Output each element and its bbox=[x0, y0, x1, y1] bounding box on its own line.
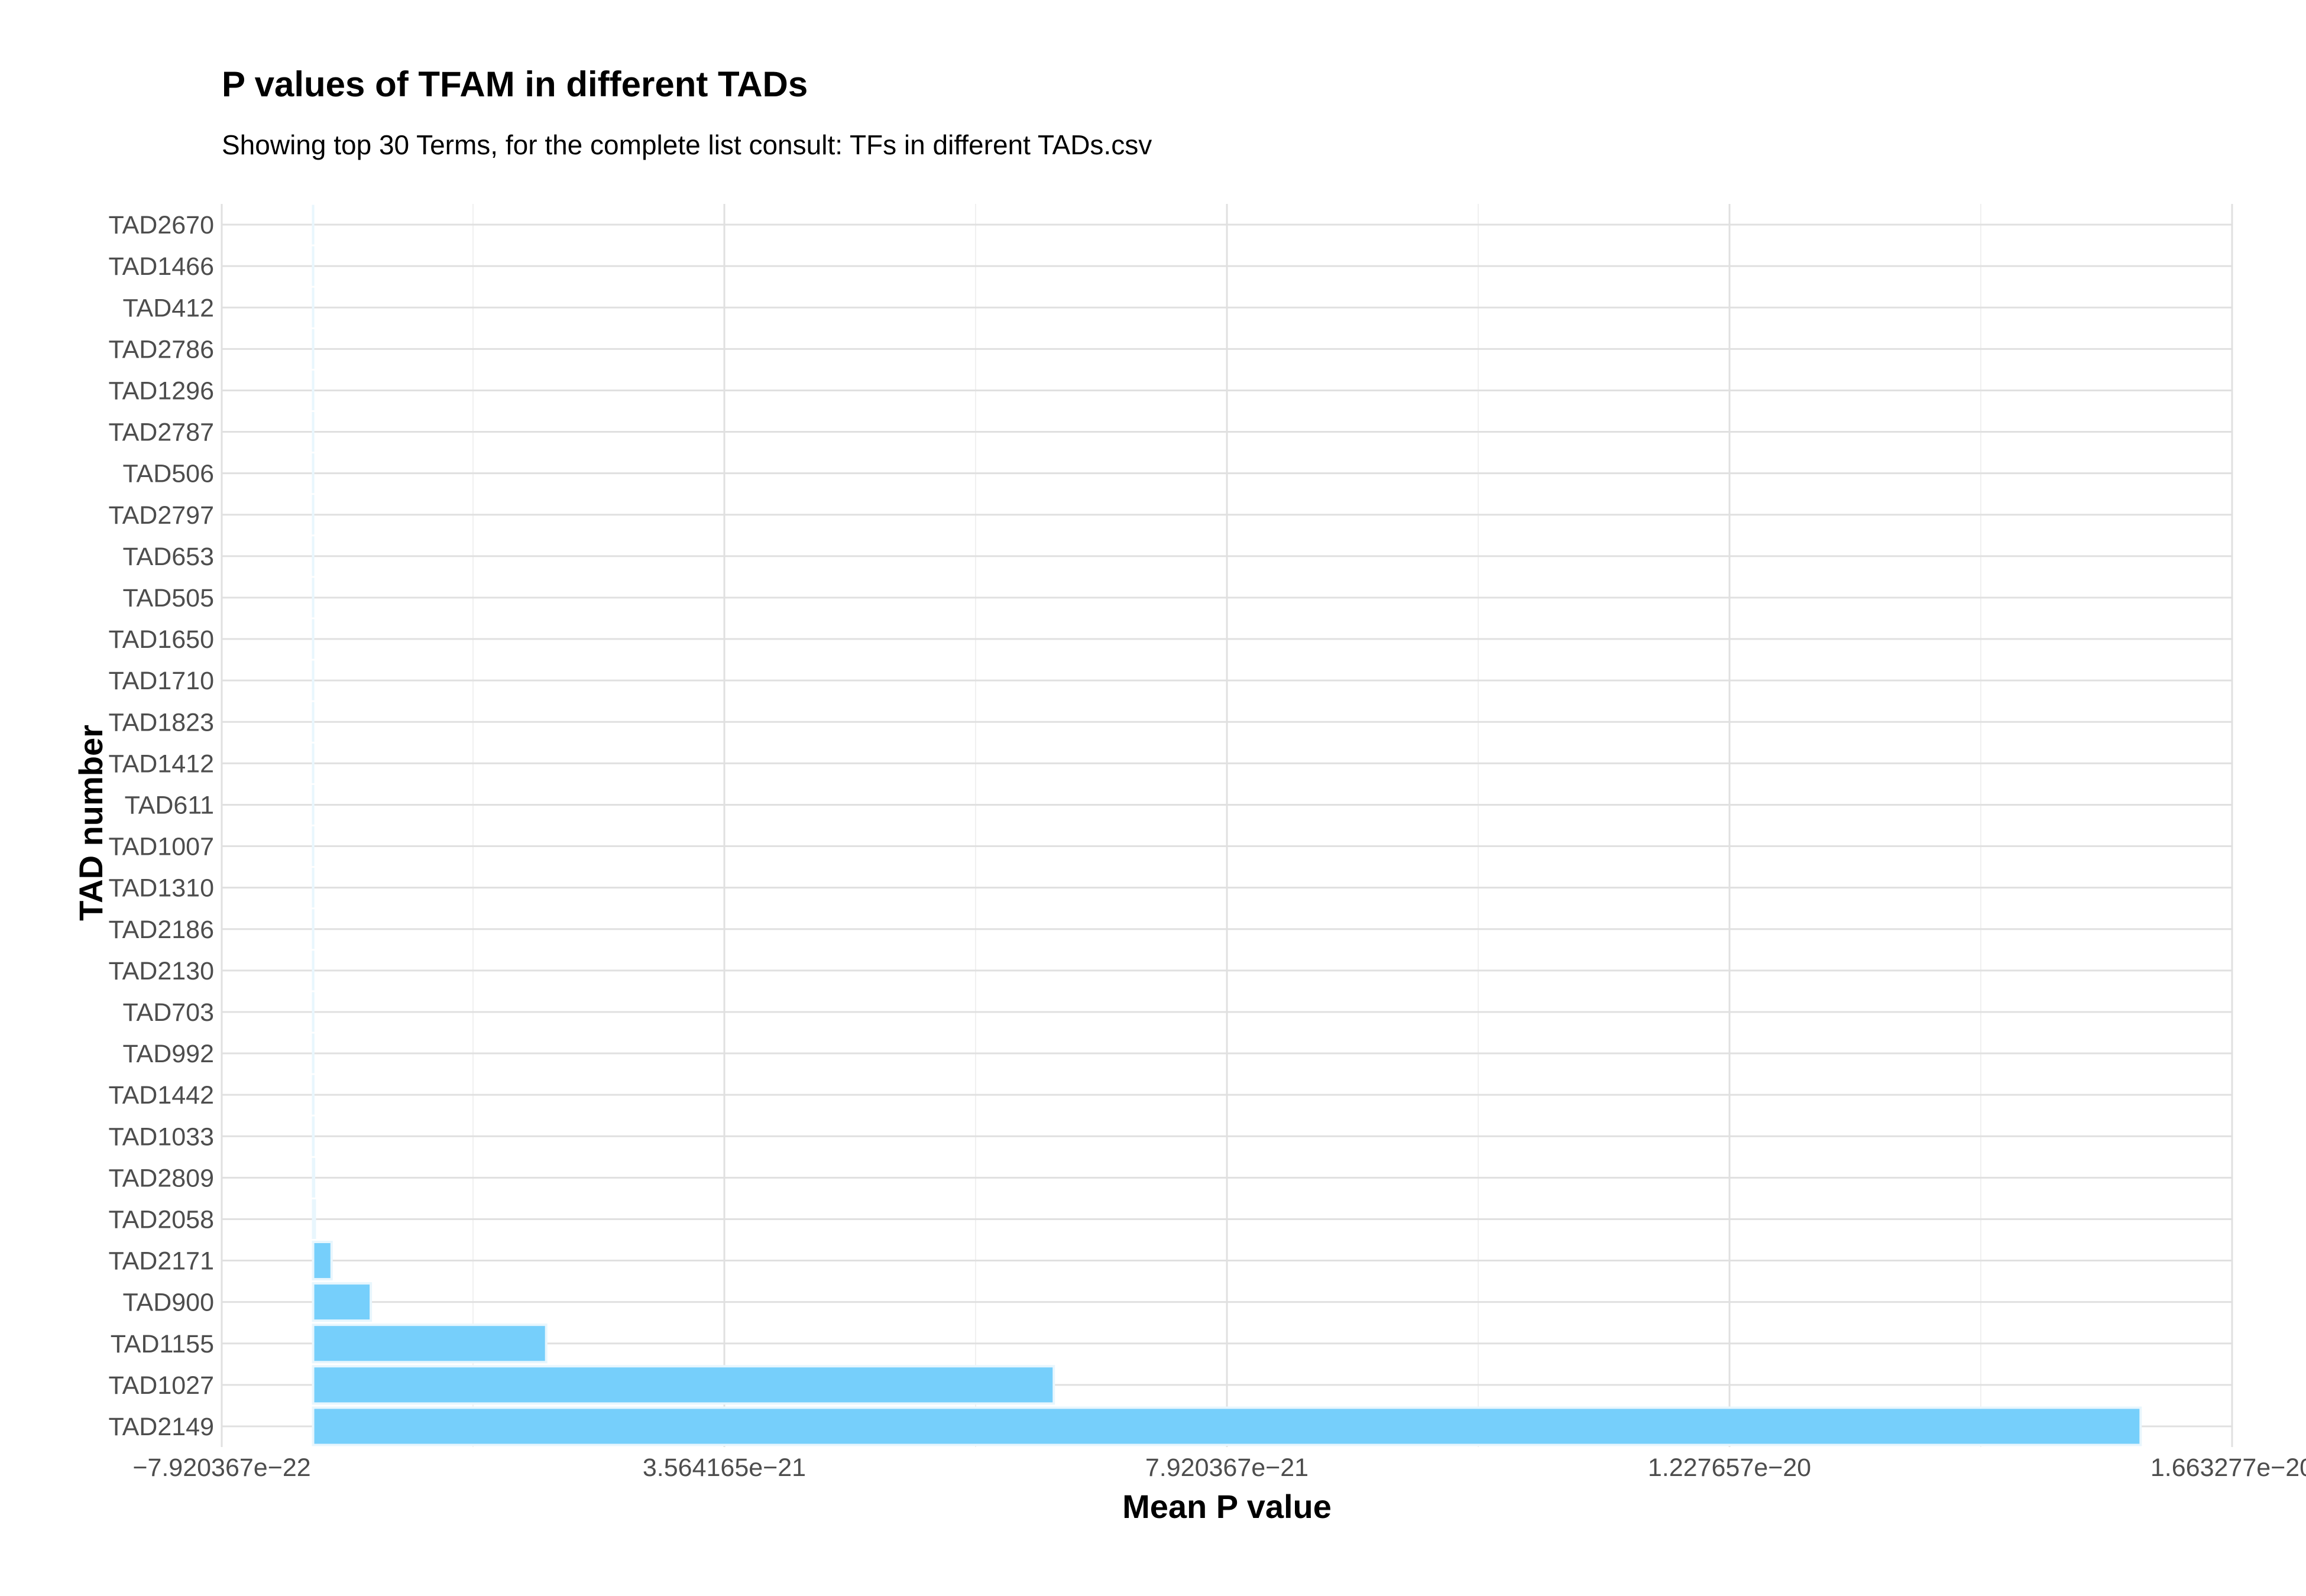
bar-tad1027 bbox=[312, 1365, 1055, 1405]
y-tick-label: TAD992 bbox=[122, 1040, 214, 1068]
y-tick-label: TAD2171 bbox=[109, 1247, 214, 1276]
y-tick-label: TAD611 bbox=[125, 791, 214, 819]
y-tick-label: TAD506 bbox=[122, 460, 214, 488]
y-tick-label: TAD2809 bbox=[109, 1164, 214, 1192]
chart-title: P values of TFAM in different TADs bbox=[222, 64, 808, 104]
y-tick-label: TAD1310 bbox=[109, 874, 214, 903]
y-tick-label: TAD412 bbox=[122, 294, 214, 322]
x-tick-label: −7.920367e−22 bbox=[132, 1454, 310, 1482]
bar-tad2809 bbox=[312, 1157, 316, 1198]
x-tick-label: 1.227657e−20 bbox=[1648, 1454, 1811, 1482]
x-tick-label: 1.663277e−20 bbox=[2150, 1454, 2306, 1482]
x-tick-label: 7.920367e−21 bbox=[1145, 1454, 1309, 1482]
bar-tad900 bbox=[312, 1282, 373, 1322]
y-tick-labels: TAD2149 TAD1027 TAD1155 TAD900 TAD2171 TAD205… bbox=[109, 211, 214, 1441]
bars bbox=[312, 205, 2142, 1446]
y-tick-label: TAD2130 bbox=[109, 957, 214, 985]
y-tick-label: TAD505 bbox=[122, 584, 214, 612]
y-tick-label: TAD2787 bbox=[109, 419, 214, 447]
bar-tad2058 bbox=[312, 1199, 316, 1239]
y-tick-label: TAD703 bbox=[122, 998, 214, 1027]
y-tick-label: TAD2186 bbox=[109, 916, 214, 944]
bar-tad2149 bbox=[312, 1406, 2142, 1446]
y-tick-label: TAD1296 bbox=[109, 377, 214, 405]
y-tick-label: TAD653 bbox=[122, 543, 214, 571]
chart-subtitle: Showing top 30 Terms, for the complete l… bbox=[222, 129, 1152, 160]
grid-lines bbox=[221, 204, 2233, 1447]
y-tick-label: TAD1466 bbox=[109, 252, 214, 281]
y-tick-label: TAD1033 bbox=[109, 1123, 214, 1151]
y-tick-label: TAD1027 bbox=[109, 1371, 214, 1400]
y-tick-label: TAD900 bbox=[122, 1289, 214, 1317]
y-tick-label: TAD1155 bbox=[111, 1330, 214, 1358]
x-tick-label: 3.564165e−21 bbox=[643, 1454, 806, 1482]
y-tick-label: TAD1650 bbox=[109, 625, 214, 654]
y-axis-title: TAD number bbox=[72, 725, 109, 921]
y-tick-label: TAD2058 bbox=[109, 1205, 214, 1234]
bar-tad1033 bbox=[312, 1116, 315, 1156]
y-tick-label: TAD1007 bbox=[109, 833, 214, 861]
y-tick-label: TAD2149 bbox=[109, 1413, 214, 1441]
x-tick-labels: −7.920367e−22 3.564165e−21 7.920367e−21 1.2… bbox=[132, 1454, 2306, 1482]
y-tick-label: TAD1442 bbox=[109, 1081, 214, 1110]
x-axis-title: Mean P value bbox=[1122, 1488, 1332, 1525]
y-tick-label: TAD2670 bbox=[109, 211, 214, 239]
bar-tad1155 bbox=[312, 1323, 548, 1364]
y-tick-label: TAD2786 bbox=[109, 335, 214, 364]
y-tick-label: TAD2797 bbox=[109, 501, 214, 530]
bar-tad2171 bbox=[312, 1241, 333, 1281]
y-tick-label: TAD1823 bbox=[109, 708, 214, 737]
y-tick-label: TAD1412 bbox=[109, 750, 214, 778]
y-tick-label: TAD1710 bbox=[109, 667, 214, 695]
